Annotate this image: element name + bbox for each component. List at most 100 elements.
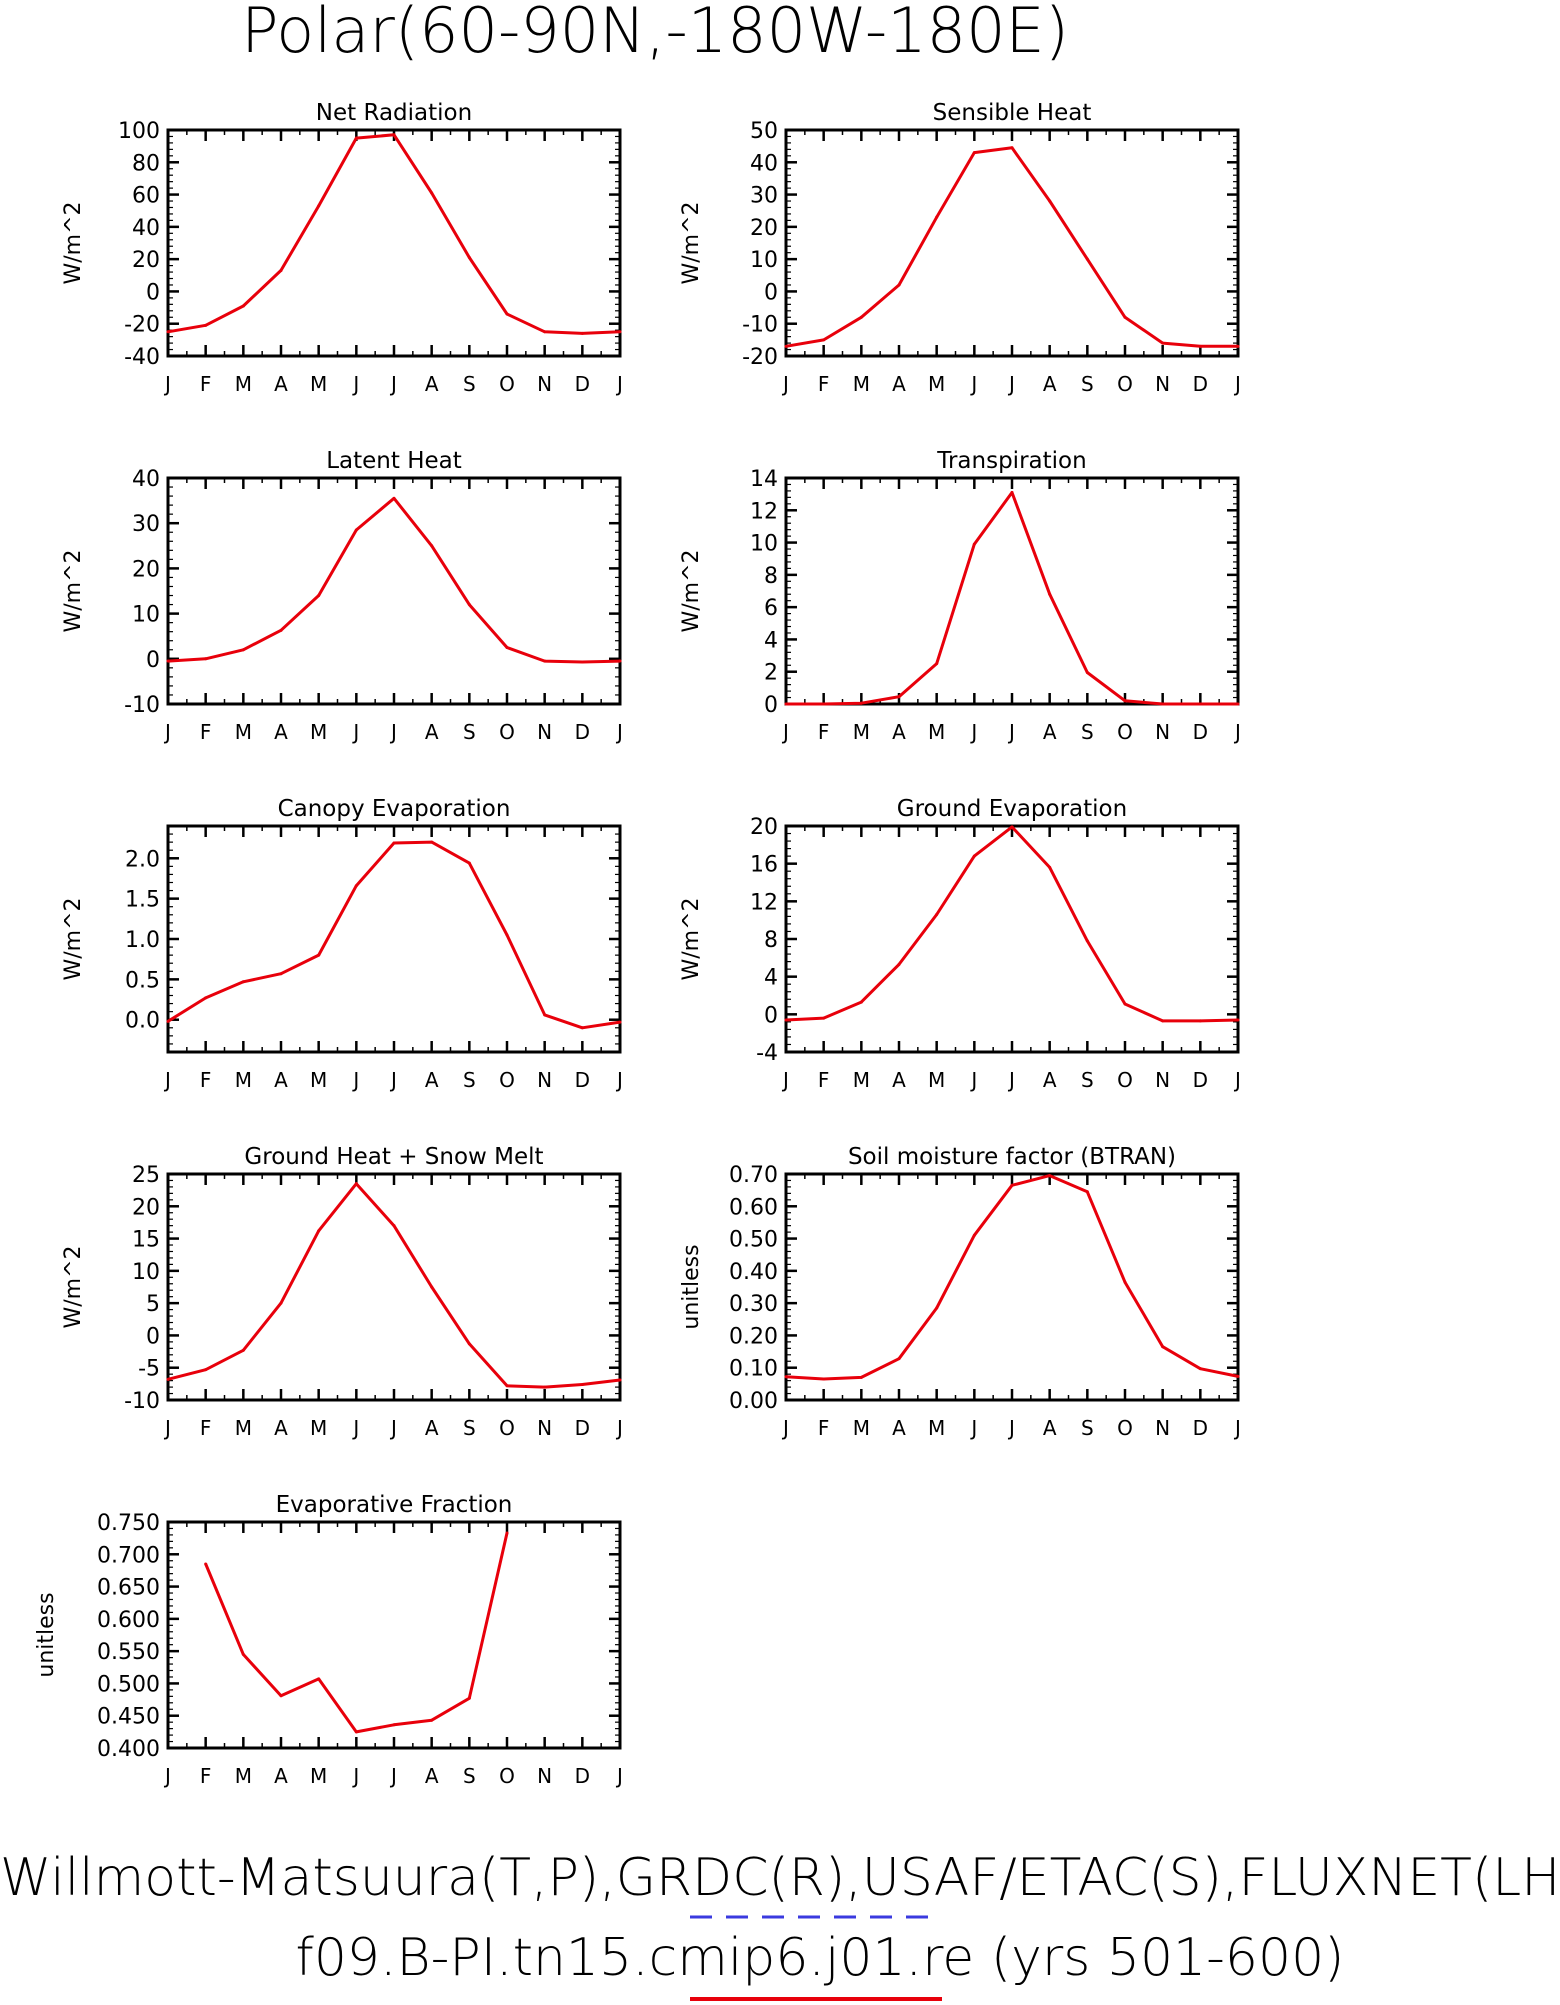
data-point (1048, 1174, 1052, 1178)
chart-net-radiation: J F M A M J J A S O N D J-40-20020406080100W/m^2Net … (61, 100, 623, 396)
x-tick-label: J (389, 372, 397, 396)
chart-title: Ground Evaporation (897, 796, 1127, 822)
y-tick-label: -20 (124, 313, 160, 338)
y-tick-label: 20 (132, 557, 160, 582)
y-axis-label: unitless (34, 1592, 59, 1677)
y-tick-label: -4 (756, 1041, 778, 1066)
y-tick-label: 0.00 (729, 1389, 778, 1414)
chart-sensible-heat: J F M A M J J A S O N D J-20-1001020304050W/m^2Sensi… (679, 100, 1241, 396)
chart-title: Ground Heat + Snow Melt (244, 1144, 543, 1170)
y-axis-label: W/m^2 (61, 1245, 86, 1328)
x-tick-label: J (163, 1068, 171, 1092)
data-point (1048, 199, 1052, 203)
x-tick-label: D (575, 1416, 590, 1440)
x-tick-label: A (892, 372, 906, 396)
y-tick-label: 12 (750, 499, 778, 524)
data-point (430, 840, 434, 844)
y-tick-label: 12 (750, 890, 778, 915)
y-tick-label: 0 (146, 648, 160, 673)
x-tick-label: M (853, 372, 870, 396)
x-tick-label: D (575, 720, 590, 744)
data-point (505, 933, 509, 937)
data-point (543, 659, 547, 663)
data-point (1010, 825, 1014, 829)
data-point (580, 331, 584, 335)
chart-title: Net Radiation (316, 100, 472, 126)
y-tick-label: 100 (118, 119, 160, 144)
data-point (543, 1385, 547, 1389)
chart-evaporative-fraction: J F M A M J J A S O N D J0.4000.4500.5000.5500.6000.… (34, 1492, 623, 1788)
x-tick-label: M (235, 1068, 252, 1092)
x-tick-label: M (310, 372, 327, 396)
y-tick-label: 16 (750, 853, 778, 878)
data-point (1161, 702, 1165, 706)
data-point (1123, 1002, 1127, 1006)
x-tick-label: O (499, 372, 515, 396)
x-tick-label: N (537, 372, 552, 396)
x-tick-label: J (351, 1068, 359, 1092)
data-point (241, 304, 245, 308)
series-line (167, 133, 621, 335)
series-line (785, 1174, 1239, 1381)
data-point (1236, 1018, 1240, 1022)
y-tick-label: 10 (750, 532, 778, 557)
x-tick-label: A (274, 1068, 288, 1092)
data-point (354, 136, 358, 140)
x-tick-label: A (274, 720, 288, 744)
data-point (204, 1368, 208, 1372)
data-point (1236, 1374, 1240, 1378)
y-tick-label: 0 (146, 1324, 160, 1349)
y-axis-label: W/m^2 (679, 897, 704, 980)
chart-title: Evaporative Fraction (276, 1492, 513, 1518)
x-tick-label: N (537, 1068, 552, 1092)
x-tick-label: J (351, 1416, 359, 1440)
data-point (279, 972, 283, 976)
plot-frame (784, 1172, 1240, 1402)
x-tick-label: M (928, 1416, 945, 1440)
y-tick-label: 30 (750, 184, 778, 209)
y-tick-label: 40 (132, 216, 160, 241)
x-tick-label: M (928, 372, 945, 396)
x-tick-label: A (892, 720, 906, 744)
y-axis-label: W/m^2 (61, 897, 86, 980)
data-point (580, 1026, 584, 1030)
x-tick-label: A (425, 372, 439, 396)
data-point (935, 1306, 939, 1310)
data-point (1198, 1019, 1202, 1023)
x-tick-label: J (163, 372, 171, 396)
y-tick-label: 80 (132, 151, 160, 176)
x-tick-label: D (1193, 1416, 1208, 1440)
data-point (241, 980, 245, 984)
y-tick-label: 25 (132, 1163, 160, 1188)
x-tick-label: S (1081, 720, 1094, 744)
x-tick-label: D (575, 1764, 590, 1788)
x-tick-label: A (274, 372, 288, 396)
x-tick-label: J (389, 1416, 397, 1440)
x-tick-label: A (274, 1764, 288, 1788)
x-tick-label: S (1081, 1068, 1094, 1092)
y-tick-label: 0.30 (729, 1292, 778, 1317)
y-tick-label: 0.750 (97, 1511, 160, 1536)
y-tick-label: -5 (138, 1357, 160, 1382)
x-tick-label: J (163, 720, 171, 744)
x-tick-label: A (892, 1416, 906, 1440)
x-tick-label: A (425, 1068, 439, 1092)
y-tick-label: 0.60 (729, 1195, 778, 1220)
x-tick-label: J (389, 1764, 397, 1788)
x-tick-label: F (818, 1416, 830, 1440)
x-tick-label: J (1233, 720, 1241, 744)
x-tick-label: F (818, 1068, 830, 1092)
x-tick-label: M (235, 1764, 252, 1788)
data-point (897, 962, 901, 966)
data-point (1010, 146, 1014, 150)
data-point (279, 628, 283, 632)
data-point (784, 344, 788, 348)
data-point (430, 544, 434, 548)
data-point (1198, 344, 1202, 348)
data-point (467, 256, 471, 260)
data-point (972, 854, 976, 858)
x-tick-label: M (310, 1764, 327, 1788)
x-tick-label: M (928, 1068, 945, 1092)
data-point (618, 1378, 622, 1382)
x-tick-label: J (781, 372, 789, 396)
